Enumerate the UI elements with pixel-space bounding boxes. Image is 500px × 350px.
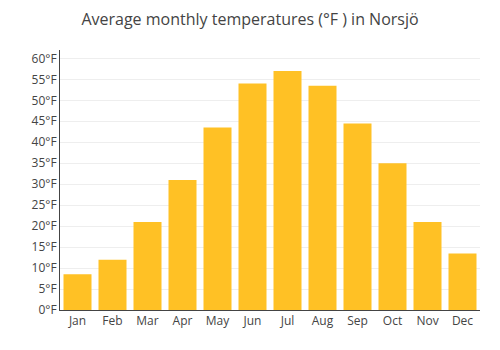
svg-text:10°F: 10°F: [32, 259, 57, 276]
svg-text:30°F: 30°F: [32, 175, 57, 192]
svg-text:Jan: Jan: [68, 312, 86, 329]
svg-text:Sep: Sep: [347, 312, 368, 329]
svg-text:Nov: Nov: [416, 312, 438, 329]
svg-text:55°F: 55°F: [32, 71, 57, 88]
svg-text:5°F: 5°F: [38, 280, 56, 297]
svg-text:40°F: 40°F: [32, 133, 57, 150]
svg-text:15°F: 15°F: [32, 238, 57, 255]
svg-text:Dec: Dec: [452, 312, 473, 329]
svg-text:60°F: 60°F: [32, 50, 57, 67]
svg-text:50°F: 50°F: [32, 92, 57, 109]
svg-text:Feb: Feb: [102, 312, 122, 329]
svg-text:May: May: [206, 312, 230, 329]
svg-text:35°F: 35°F: [32, 154, 57, 171]
svg-text:25°F: 25°F: [32, 196, 57, 213]
svg-text:45°F: 45°F: [32, 112, 57, 129]
svg-text:Jun: Jun: [243, 312, 262, 329]
svg-text:0°F: 0°F: [38, 301, 56, 318]
svg-text:Jul: Jul: [280, 312, 295, 329]
svg-text:Oct: Oct: [383, 312, 402, 329]
svg-text:Apr: Apr: [173, 312, 193, 329]
svg-text:Mar: Mar: [136, 312, 158, 329]
svg-text:Aug: Aug: [312, 312, 334, 329]
svg-text:Average monthly temperatures (: Average monthly temperatures (°F ) in No…: [81, 8, 418, 30]
svg-text:20°F: 20°F: [32, 217, 57, 234]
